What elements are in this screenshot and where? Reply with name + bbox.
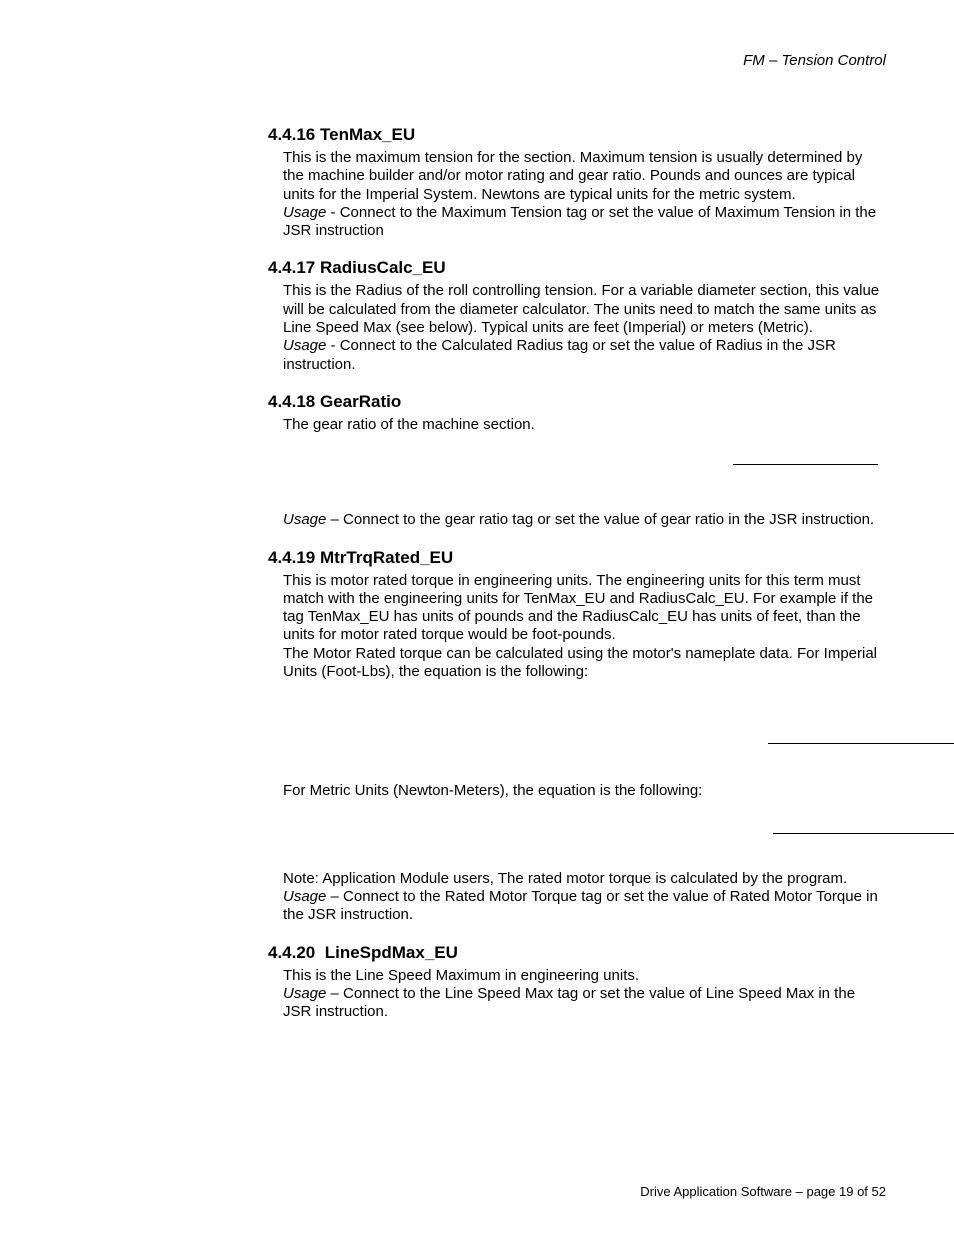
- section-4-4-17: 4.4.17 RadiusCalc_EU This is the Radius …: [68, 258, 886, 373]
- usage-text: – Connect to the Line Speed Max tag or s…: [283, 985, 855, 1020]
- formula-placeholder-line: [733, 464, 878, 465]
- section-4-4-19: 4.4.19 MtrTrqRated_EU This is motor rate…: [68, 548, 886, 925]
- section-body: This is motor rated torque in engineerin…: [283, 572, 886, 925]
- body-text: This is the Line Speed Maximum in engine…: [283, 967, 639, 984]
- body-text: The gear ratio of the machine section.: [283, 416, 535, 433]
- usage-label: Usage: [283, 337, 326, 354]
- formula-placeholder-line: [768, 743, 954, 744]
- document-page: FM – Tension Control 4.4.16 TenMax_EU Th…: [0, 0, 954, 1021]
- usage-text: - Connect to the Calculated Radius tag o…: [283, 337, 836, 372]
- usage-label: Usage: [283, 985, 326, 1002]
- section-heading: 4.4.17 RadiusCalc_EU: [268, 258, 886, 278]
- body-text-2: The Motor Rated torque can be calculated…: [283, 645, 877, 680]
- section-4-4-20: 4.4.20 LineSpdMax_EU This is the Line Sp…: [68, 943, 886, 1022]
- mid-text: For Metric Units (Newton-Meters), the eq…: [283, 782, 702, 799]
- section-heading: 4.4.18 GearRatio: [268, 392, 886, 412]
- usage-label: Usage: [283, 511, 326, 528]
- formula-placeholder-line: [773, 833, 954, 834]
- section-4-4-16: 4.4.16 TenMax_EU This is the maximum ten…: [68, 125, 886, 240]
- section-body: The gear ratio of the machine section. U…: [283, 416, 886, 530]
- section-body: This is the maximum tension for the sect…: [283, 149, 886, 240]
- note-text: Note: Application Module users, The rate…: [283, 870, 847, 887]
- section-body: This is the Radius of the roll controlli…: [283, 282, 886, 373]
- section-heading: 4.4.19 MtrTrqRated_EU: [268, 548, 886, 568]
- body-text: This is motor rated torque in engineerin…: [283, 572, 873, 644]
- page-footer: Drive Application Software – page 19 of …: [640, 1184, 886, 1199]
- usage-label: Usage: [283, 204, 326, 221]
- usage-text: – Connect to the gear ratio tag or set t…: [326, 511, 874, 528]
- section-body: This is the Line Speed Maximum in engine…: [283, 967, 886, 1022]
- body-text: This is the Radius of the roll controlli…: [283, 282, 879, 336]
- section-4-4-18: 4.4.18 GearRatio The gear ratio of the m…: [68, 392, 886, 530]
- section-heading: 4.4.20 LineSpdMax_EU: [268, 943, 886, 963]
- page-header-right: FM – Tension Control: [68, 52, 886, 69]
- usage-text: - Connect to the Maximum Tension tag or …: [283, 204, 876, 239]
- section-heading: 4.4.16 TenMax_EU: [268, 125, 886, 145]
- body-text: This is the maximum tension for the sect…: [283, 149, 862, 203]
- usage-label: Usage: [283, 888, 326, 905]
- usage-text: – Connect to the Rated Motor Torque tag …: [283, 888, 878, 923]
